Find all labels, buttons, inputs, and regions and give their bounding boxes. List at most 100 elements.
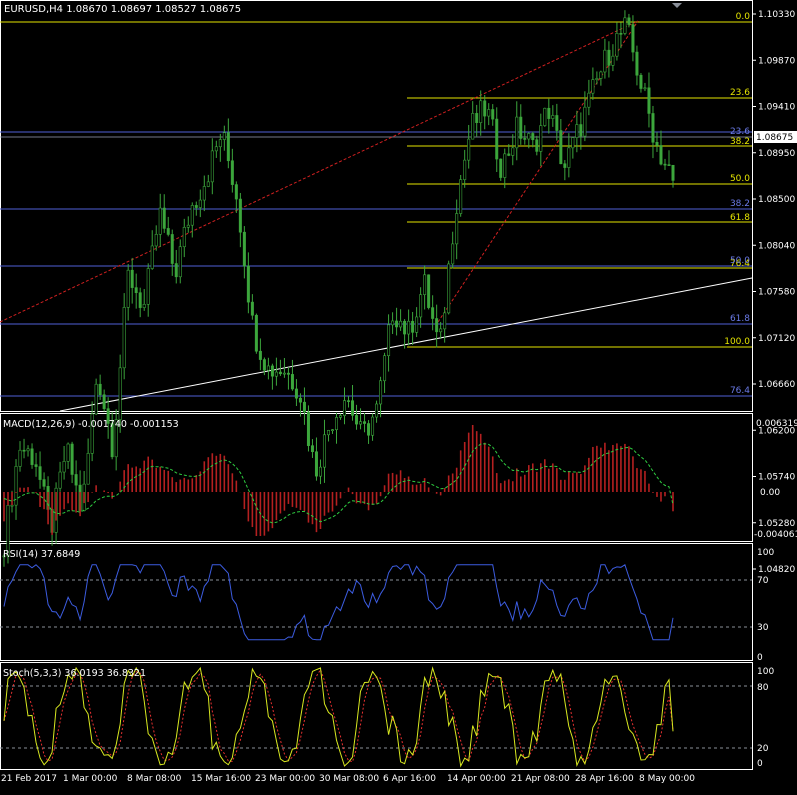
candle xyxy=(543,107,547,127)
candle xyxy=(559,118,563,165)
candle xyxy=(130,257,134,304)
candle xyxy=(587,79,591,116)
candle xyxy=(302,387,306,425)
candle xyxy=(322,419,326,483)
candle xyxy=(639,73,643,93)
macd-axis-zero: 0.00 xyxy=(760,488,780,498)
candle xyxy=(415,307,419,338)
candle xyxy=(631,15,635,62)
stochastic-indicator xyxy=(0,666,752,768)
candle xyxy=(190,202,194,238)
candle xyxy=(439,321,443,339)
candle xyxy=(246,252,250,314)
candle xyxy=(70,441,74,484)
candle xyxy=(334,412,338,444)
candle xyxy=(423,265,427,310)
time-axis-tick: 6 Apr 16:00 xyxy=(383,774,436,784)
candle xyxy=(22,438,26,459)
candle xyxy=(667,150,671,166)
candle xyxy=(479,90,483,136)
candle xyxy=(455,199,459,260)
candlestick-series xyxy=(2,10,675,567)
candle xyxy=(351,384,355,421)
candle xyxy=(314,437,318,481)
candle xyxy=(591,67,595,100)
candle xyxy=(102,389,106,412)
one-click-trading-arrow-icon[interactable] xyxy=(672,3,682,8)
candle xyxy=(202,175,206,212)
price-axis-tick: 1.10330 xyxy=(758,10,795,20)
candle xyxy=(547,98,551,134)
fib-label-61-8: 61.8 xyxy=(730,213,750,223)
candle xyxy=(230,148,234,193)
candle xyxy=(671,164,675,188)
price-axis-tick: 1.08040 xyxy=(758,241,795,251)
candle xyxy=(355,404,359,430)
candle xyxy=(451,231,455,269)
candle xyxy=(483,95,487,130)
fib2-label-61-8: 61.8 xyxy=(730,314,750,324)
rsi-title: RSI(14) 37.6849 xyxy=(3,549,80,560)
candle xyxy=(607,41,611,78)
candle xyxy=(527,132,531,149)
candle xyxy=(134,273,138,309)
stoch-title: Stoch(5,3,3) 36.0193 36.8321 xyxy=(3,668,146,679)
candle xyxy=(663,158,667,170)
candle xyxy=(94,378,98,416)
candle xyxy=(58,461,62,492)
candle xyxy=(254,313,258,354)
candle xyxy=(114,409,118,471)
candle xyxy=(126,263,130,321)
candle xyxy=(539,113,543,167)
candle xyxy=(110,411,114,460)
candle xyxy=(359,408,363,430)
trendline-white[interactable] xyxy=(59,277,753,412)
candle xyxy=(250,294,254,320)
candle xyxy=(371,413,375,441)
candle xyxy=(158,193,162,247)
candle xyxy=(18,441,22,472)
candle xyxy=(491,104,495,126)
candle xyxy=(435,304,439,348)
candle xyxy=(419,287,423,328)
candle xyxy=(555,103,559,141)
candle xyxy=(26,445,30,457)
price-axis-tick: 1.08500 xyxy=(758,195,795,205)
fib-label-38-2: 38.2 xyxy=(730,137,750,147)
candle xyxy=(266,357,270,380)
rsi-axis-30: 30 xyxy=(757,623,769,633)
time-axis-tick: 14 Apr 00:00 xyxy=(447,774,506,784)
candle xyxy=(651,105,655,159)
candle xyxy=(142,288,146,311)
candle xyxy=(623,10,627,36)
candle xyxy=(30,443,34,469)
stoch-axis-80: 80 xyxy=(757,683,769,693)
candle xyxy=(6,500,10,564)
fib2-label-76-4: 76.4 xyxy=(730,386,750,396)
time-axis-tick: 21 Feb 2017 xyxy=(1,774,57,784)
candle xyxy=(90,401,94,462)
candle xyxy=(487,103,491,126)
candle xyxy=(198,189,202,218)
candle xyxy=(2,553,6,567)
candle xyxy=(379,376,383,418)
candle xyxy=(391,312,395,334)
candle xyxy=(647,72,651,128)
macd-axis-max: 0.006319 xyxy=(756,419,797,429)
candle xyxy=(326,429,330,442)
candle xyxy=(495,107,499,172)
candle xyxy=(310,439,314,458)
price-axis-tick: 1.05740 xyxy=(758,473,795,483)
candle xyxy=(595,71,599,85)
candle xyxy=(122,293,126,380)
macd-title: MACD(12,26,9) -0.001740 -0.001153 xyxy=(3,419,179,430)
candle xyxy=(471,101,475,140)
candle xyxy=(178,239,182,284)
candle xyxy=(531,131,535,148)
trendline-red[interactable] xyxy=(0,20,639,323)
candle xyxy=(318,459,322,485)
candle xyxy=(395,307,399,336)
candle xyxy=(242,226,246,279)
candle xyxy=(62,446,66,480)
